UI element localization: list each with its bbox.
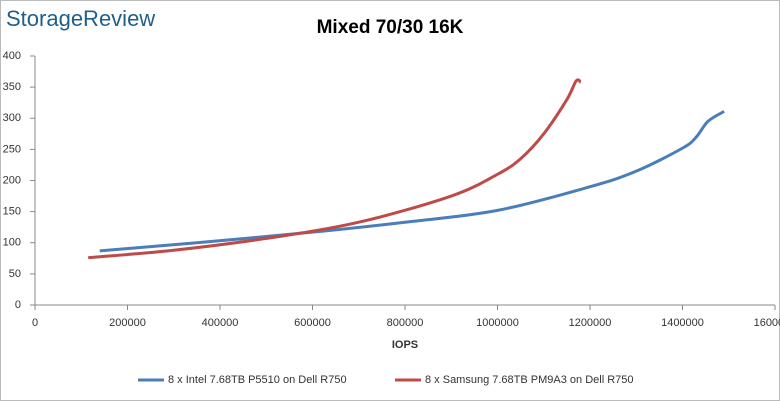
y-tick-label: 150 xyxy=(3,206,21,218)
y-tick-label: 350 xyxy=(3,81,21,93)
x-tick-label: 400000 xyxy=(202,317,239,329)
y-tick-label: 100 xyxy=(3,237,21,249)
x-tick-label: 200000 xyxy=(109,317,146,329)
watermark: StorageReview xyxy=(6,6,155,31)
x-tick-label: 1600000 xyxy=(754,317,780,329)
legend-label: 8 x Intel 7.68TB P5510 on Dell R750 xyxy=(168,374,347,386)
x-tick-label: 0 xyxy=(32,317,38,329)
x-axis-title: IOPS xyxy=(392,339,418,351)
legend-label: 8 x Samsung 7.68TB PM9A3 on Dell R750 xyxy=(425,374,634,386)
y-tick-label: 200 xyxy=(3,174,21,186)
x-tick-label: 1200000 xyxy=(569,317,612,329)
y-tick-label: 0 xyxy=(15,299,21,311)
series-line xyxy=(88,78,582,260)
x-tick-label: 600000 xyxy=(294,317,331,329)
chart-title: Mixed 70/30 16K xyxy=(317,17,464,38)
series-line xyxy=(99,110,725,253)
x-tick-label: 800000 xyxy=(387,317,424,329)
y-tick-label: 250 xyxy=(3,143,21,155)
y-tick-label: 50 xyxy=(9,268,21,280)
y-tick-label: 400 xyxy=(3,50,21,62)
x-tick-label: 1000000 xyxy=(476,317,519,329)
x-tick-label: 1400000 xyxy=(661,317,704,329)
y-tick-label: 300 xyxy=(3,112,21,124)
